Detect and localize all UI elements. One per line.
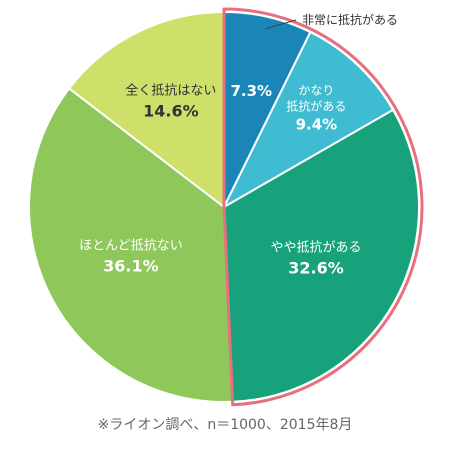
highlight-layer	[222, 7, 424, 407]
slice-value-label-2: 9.4%	[296, 116, 338, 134]
slices-layer	[28, 10, 420, 403]
slice-value-label-4: 36.1%	[103, 257, 159, 276]
slice-value-label-3: 32.6%	[288, 259, 344, 278]
slice-name-label-3: やや抵抗がある	[271, 241, 362, 256]
callout-leader-line	[265, 19, 297, 30]
pie-slice-2	[221, 30, 395, 210]
slice-name-label-5: 全く抵抗はない	[125, 82, 216, 98]
slice-name-label-4: ほとんど抵抗ない	[79, 239, 183, 254]
slice-value-label-5: 14.6%	[143, 101, 199, 120]
highlight-outline	[222, 7, 424, 407]
callout-label: 非常に抵抗がある	[302, 12, 398, 27]
labels-layer: 非常に抵抗がある 7.3% かなり 抵抗がある 9.4% やや抵抗がある 32.…	[79, 12, 398, 278]
slice-name-label-2b: 抵抗がある	[286, 99, 346, 114]
slice-value-label-1: 7.3%	[230, 82, 272, 100]
pie-slice-5	[67, 10, 225, 210]
slice-name-label-2a: かなり	[298, 84, 334, 98]
pie-slice-3	[222, 108, 420, 403]
source-note: ※ライオン調べ、n＝1000、2015年8月	[97, 417, 353, 433]
pie-slice-4	[28, 87, 234, 403]
